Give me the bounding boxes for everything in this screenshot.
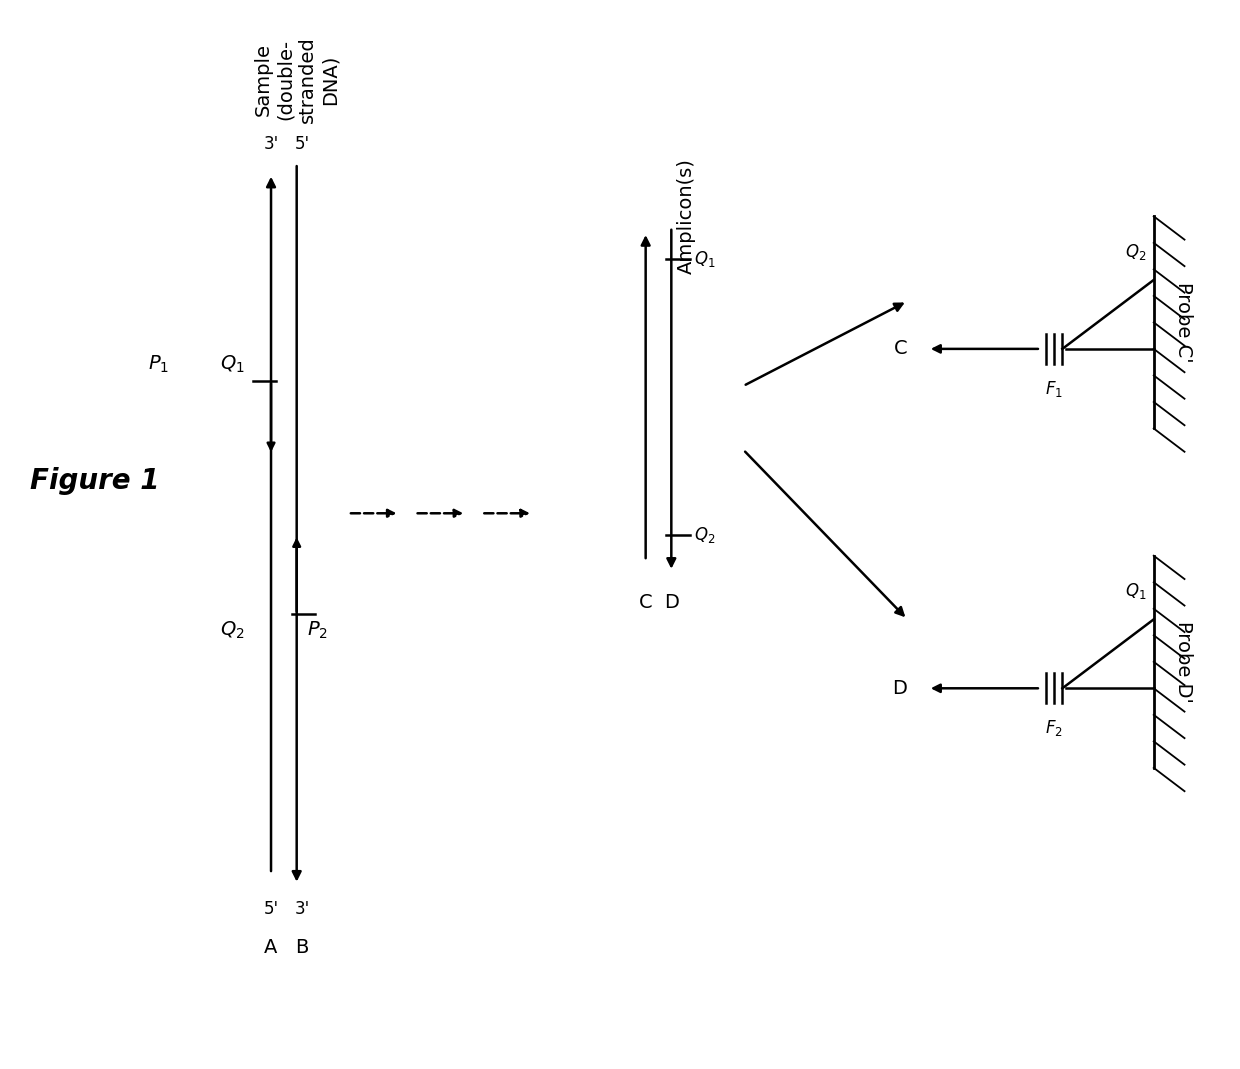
Text: $F_1$: $F_1$	[1045, 378, 1063, 399]
Text: 5': 5'	[294, 135, 310, 153]
Text: $Q_1$: $Q_1$	[1125, 582, 1146, 602]
Text: 5': 5'	[263, 900, 279, 918]
Text: $Q_1$: $Q_1$	[694, 249, 715, 268]
Text: Probe C': Probe C'	[1174, 282, 1193, 362]
Text: Figure 1: Figure 1	[30, 467, 159, 495]
Text: $F_2$: $F_2$	[1045, 718, 1063, 738]
Text: $Q_2$: $Q_2$	[219, 619, 244, 640]
Text: $P_2$: $P_2$	[308, 619, 327, 640]
Text: $Q_1$: $Q_1$	[219, 354, 244, 375]
Text: Sample
(double-
stranded
DNA): Sample (double- stranded DNA)	[254, 36, 340, 123]
Text: $Q_2$: $Q_2$	[1125, 242, 1146, 262]
Text: 3': 3'	[294, 900, 310, 918]
Text: C: C	[639, 593, 652, 611]
Text: A: A	[264, 938, 278, 957]
Text: Amplicon(s): Amplicon(s)	[677, 158, 696, 275]
Text: 3': 3'	[263, 135, 279, 153]
Text: D: D	[893, 679, 908, 698]
Text: B: B	[295, 938, 309, 957]
Text: D: D	[663, 593, 678, 611]
Text: $Q_2$: $Q_2$	[694, 525, 715, 544]
Text: C: C	[894, 339, 908, 358]
Text: Probe D': Probe D'	[1174, 621, 1193, 702]
Text: $P_1$: $P_1$	[148, 354, 169, 375]
